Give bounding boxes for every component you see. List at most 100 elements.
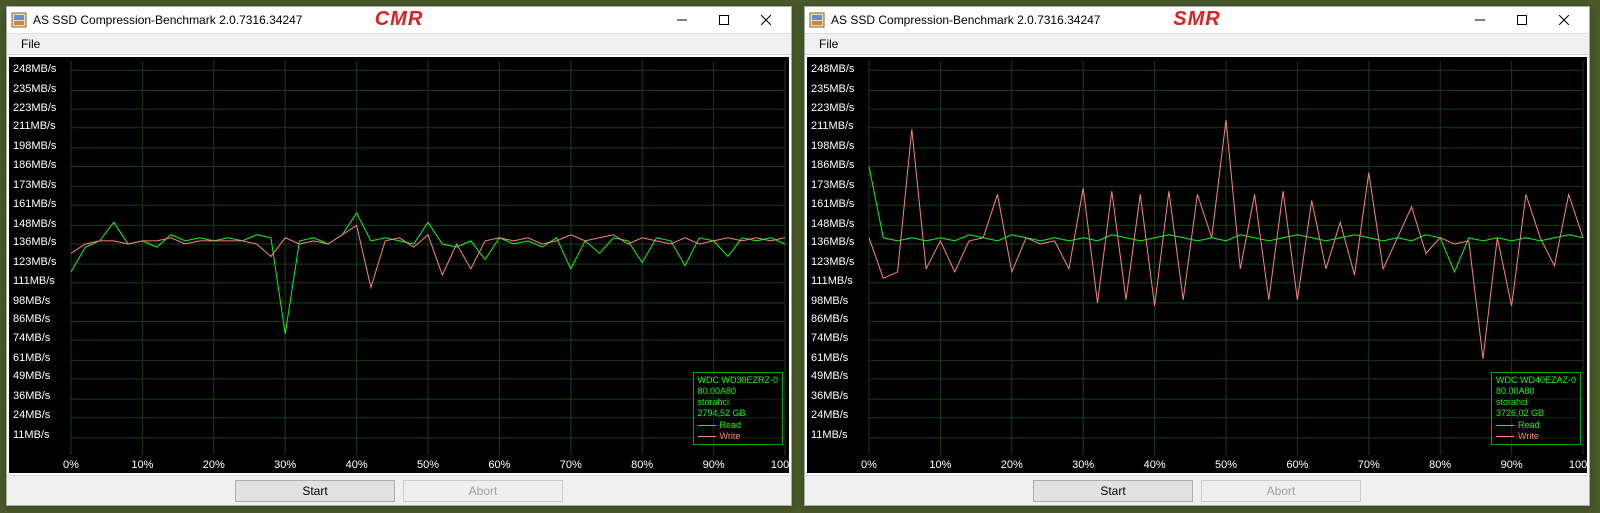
legend-drive-line: WDC WD30EZRZ-0 <box>698 375 779 386</box>
menubar: File <box>7 33 791 55</box>
close-button[interactable] <box>1543 7 1585 33</box>
x-tick-label: 100% <box>771 459 789 471</box>
benchmark-window: AS SSD Compression-Benchmark 2.0.7316.34… <box>6 6 792 506</box>
y-tick-label: 11MB/s <box>811 429 847 441</box>
legend-read-row: Read <box>1496 420 1576 431</box>
y-tick-label: 248MB/s <box>13 63 56 75</box>
titlebar[interactable]: AS SSD Compression-Benchmark 2.0.7316.34… <box>7 7 791 33</box>
x-tick-label: 0% <box>63 459 79 471</box>
legend-read-swatch <box>698 425 716 426</box>
y-tick-label: 161MB/s <box>811 198 854 210</box>
y-tick-label: 49MB/s <box>13 370 50 382</box>
x-tick-label: 80% <box>1429 459 1451 471</box>
legend-write-row: Write <box>698 431 779 442</box>
abort-button: Abort <box>1201 480 1361 502</box>
y-tick-label: 148MB/s <box>13 218 56 230</box>
y-tick-label: 186MB/s <box>811 159 854 171</box>
y-tick-label: 61MB/s <box>811 352 848 364</box>
app-icon <box>809 12 825 28</box>
y-tick-label: 123MB/s <box>13 256 56 268</box>
y-tick-label: 223MB/s <box>13 102 56 114</box>
x-tick-label: 20% <box>203 459 225 471</box>
y-tick-label: 211MB/s <box>13 120 56 132</box>
maximize-button[interactable] <box>1501 7 1543 33</box>
start-button[interactable]: Start <box>235 480 395 502</box>
x-tick-label: 50% <box>417 459 439 471</box>
x-tick-label: 40% <box>346 459 368 471</box>
x-tick-label: 70% <box>1358 459 1380 471</box>
y-tick-label: 148MB/s <box>811 218 854 230</box>
x-tick-label: 30% <box>274 459 296 471</box>
y-tick-label: 74MB/s <box>13 332 50 344</box>
chart-area: 11MB/s 24MB/s 36MB/s 49MB/s 61MB/s 74MB/s 86MB… <box>9 57 789 473</box>
y-tick-label: 111MB/s <box>13 275 55 287</box>
legend-drive-line: 3726,02 GB <box>1496 408 1576 419</box>
x-tick-label: 60% <box>488 459 510 471</box>
abort-button: Abort <box>403 480 563 502</box>
close-button[interactable] <box>745 7 787 33</box>
legend: WDC WD30EZRZ-080.00A80storahci2794,52 GB… <box>693 372 784 446</box>
window-title: AS SSD Compression-Benchmark 2.0.7316.34… <box>831 13 1100 27</box>
y-tick-label: 98MB/s <box>811 295 848 307</box>
chart-area: 11MB/s 24MB/s 36MB/s 49MB/s 61MB/s 74MB/s 86MB… <box>807 57 1587 473</box>
legend-drive-line: 2794,52 GB <box>698 408 779 419</box>
window-controls <box>1459 7 1585 33</box>
window-controls <box>661 7 787 33</box>
legend-drive-line: 80.00A80 <box>698 386 779 397</box>
benchmark-window: AS SSD Compression-Benchmark 2.0.7316.34… <box>804 6 1590 506</box>
legend-drive-line: storahci <box>1496 397 1576 408</box>
titlebar[interactable]: AS SSD Compression-Benchmark 2.0.7316.34… <box>805 7 1589 33</box>
y-tick-label: 36MB/s <box>811 390 848 402</box>
legend-read-label: Read <box>1518 420 1540 431</box>
menu-file[interactable]: File <box>811 35 846 53</box>
y-tick-label: 173MB/s <box>13 179 56 191</box>
x-tick-label: 10% <box>131 459 153 471</box>
y-tick-label: 86MB/s <box>13 313 50 325</box>
menu-file[interactable]: File <box>13 35 48 53</box>
legend-drive-line: WDC WD40EZAZ-0 <box>1496 375 1576 386</box>
y-tick-label: 136MB/s <box>13 236 56 248</box>
button-bar: Start Abort <box>7 475 791 505</box>
legend-write-label: Write <box>1518 431 1539 442</box>
maximize-button[interactable] <box>703 7 745 33</box>
x-tick-label: 80% <box>631 459 653 471</box>
start-button[interactable]: Start <box>1033 480 1193 502</box>
y-tick-label: 24MB/s <box>13 409 50 421</box>
y-tick-label: 123MB/s <box>811 256 854 268</box>
x-tick-label: 60% <box>1286 459 1308 471</box>
x-tick-label: 10% <box>929 459 951 471</box>
button-bar: Start Abort <box>805 475 1589 505</box>
legend-write-swatch <box>698 436 716 437</box>
minimize-button[interactable] <box>661 7 703 33</box>
x-tick-label: 50% <box>1215 459 1237 471</box>
legend-drive-line: 80.00A80 <box>1496 386 1576 397</box>
y-tick-label: 86MB/s <box>811 313 848 325</box>
x-tick-label: 0% <box>861 459 877 471</box>
minimize-button[interactable] <box>1459 7 1501 33</box>
legend: WDC WD40EZAZ-080.00A80storahci3726,02 GB… <box>1491 372 1581 446</box>
y-tick-label: 98MB/s <box>13 295 50 307</box>
y-tick-label: 49MB/s <box>811 370 848 382</box>
menubar: File <box>805 33 1589 55</box>
overlay-label: CMR <box>375 8 424 31</box>
y-tick-label: 74MB/s <box>811 332 848 344</box>
app-icon <box>11 12 27 28</box>
x-tick-label: 90% <box>703 459 725 471</box>
y-tick-label: 11MB/s <box>13 429 49 441</box>
y-tick-label: 161MB/s <box>13 198 56 210</box>
y-tick-label: 223MB/s <box>811 102 854 114</box>
legend-write-label: Write <box>720 431 741 442</box>
y-tick-label: 235MB/s <box>811 83 854 95</box>
y-tick-label: 186MB/s <box>13 159 56 171</box>
y-tick-label: 211MB/s <box>811 120 854 132</box>
y-tick-label: 198MB/s <box>13 140 56 152</box>
y-tick-label: 24MB/s <box>811 409 848 421</box>
y-tick-label: 235MB/s <box>13 83 56 95</box>
x-tick-label: 40% <box>1144 459 1166 471</box>
legend-read-row: Read <box>698 420 779 431</box>
y-tick-label: 36MB/s <box>13 390 50 402</box>
y-tick-label: 61MB/s <box>13 352 50 364</box>
y-tick-label: 198MB/s <box>811 140 854 152</box>
legend-read-swatch <box>1496 425 1514 426</box>
legend-write-swatch <box>1496 436 1514 437</box>
